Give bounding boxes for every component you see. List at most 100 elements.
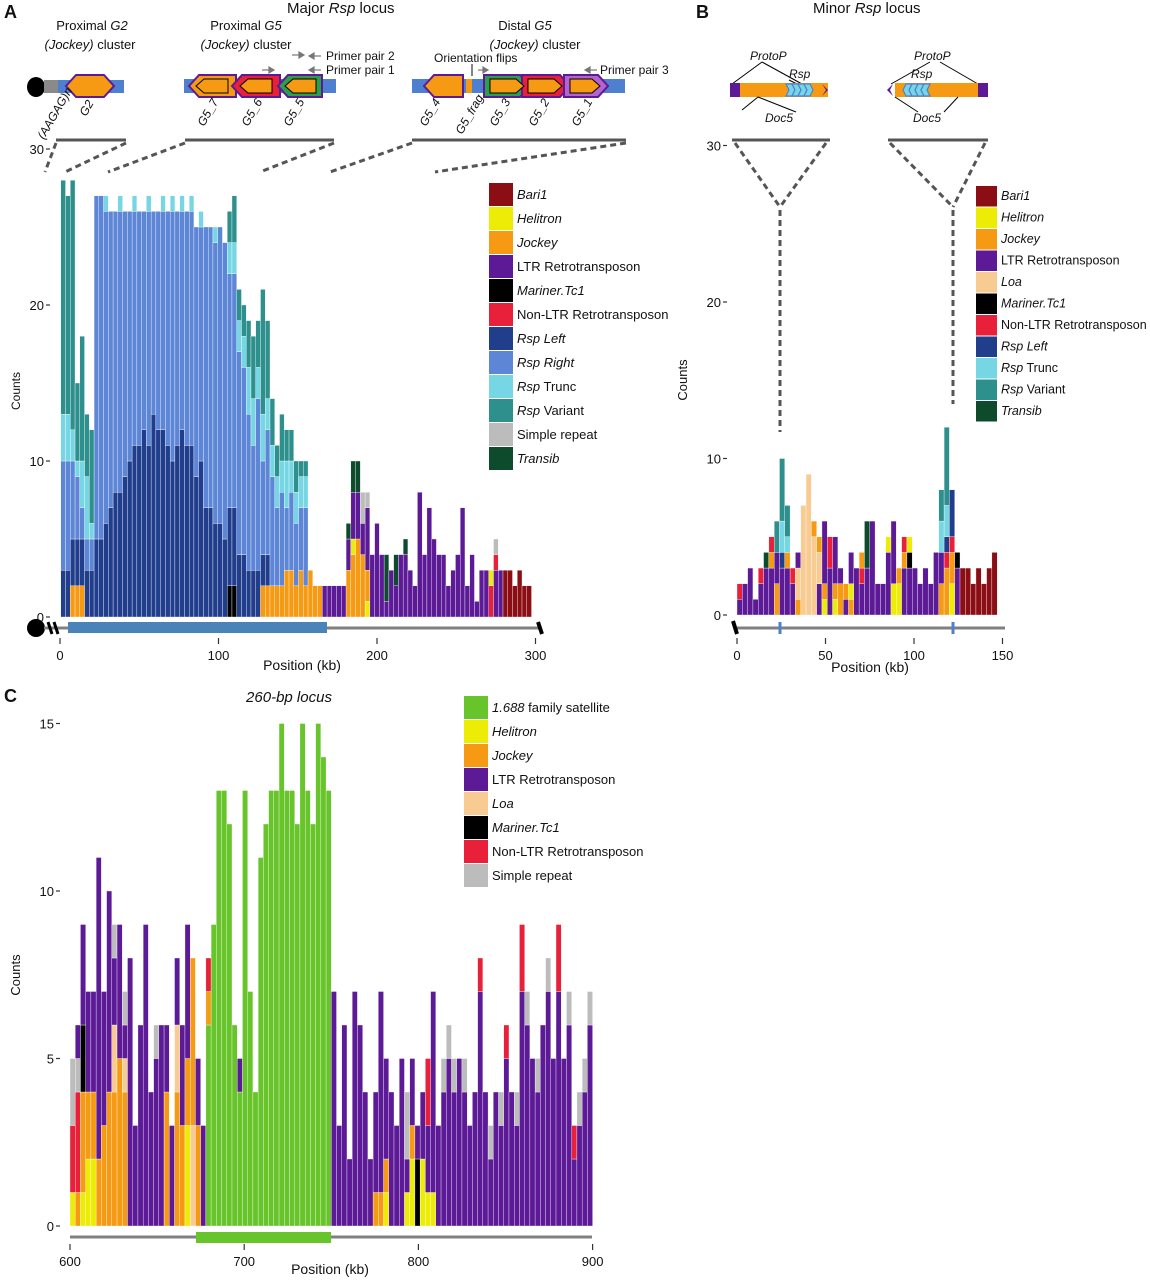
- panel-b-segment-ltr-retrotransposon: [890, 520, 897, 584]
- panel-c-segment-ltr-retrotransposon: [101, 991, 107, 1126]
- panel-a-segment-rsp-right: [160, 211, 166, 430]
- panel-c-bar: [320, 756, 327, 1227]
- panel-c-segment-non-ltr-retrotransposon: [503, 1024, 510, 1059]
- panel-c-segment-ltr-retrotransposon: [169, 1125, 175, 1227]
- panel-a-segment-ltr-retrotransposon: [388, 570, 394, 618]
- panel-c-segment-ltr-retrotransposon: [158, 1024, 165, 1227]
- panel-a-segment-rsp-variant: [236, 289, 242, 321]
- legend-label: Rsp Right: [517, 355, 575, 370]
- legend-swatch: [489, 351, 513, 374]
- minor-insert-right: ProtoP Rsp Doc5: [887, 49, 988, 125]
- panel-a-segment-rsp-left: [141, 429, 147, 618]
- panel-a-segment-jockey: [274, 585, 280, 618]
- panel-a-bar: [464, 585, 470, 618]
- panel-b-segment-ltr-retrotransposon: [843, 599, 849, 616]
- panel-c-bar: [304, 790, 311, 1227]
- panel-a-bar: [174, 211, 180, 618]
- panel-b-bar: [954, 552, 961, 616]
- cluster-g2-title: Proximal G2: [56, 18, 128, 33]
- panel-c-bar: [216, 790, 222, 1227]
- legend-label: Simple repeat: [492, 868, 573, 883]
- panel-c-bar: [341, 1024, 348, 1227]
- panel-b-bar: [906, 536, 913, 616]
- legend-item-mariner-tc1: Mariner.Tc1: [976, 293, 1066, 314]
- panel-c-segment-ltr-retrotransposon: [581, 1091, 588, 1227]
- label-g5-4: G5_4: [416, 96, 443, 129]
- panel-c-bar: [467, 1125, 473, 1227]
- panel-b-segment-transib: [864, 520, 870, 569]
- panel-c-segment-simple-repeat: [576, 1091, 583, 1126]
- panel-a-bar: [322, 585, 328, 618]
- panel-c-segment-ltr-retrotransposon: [487, 1158, 494, 1227]
- panel-a-segment-rsp-left: [227, 507, 233, 586]
- legend-swatch: [976, 401, 997, 422]
- panel-c-segment-ltr-retrotransposon: [435, 1125, 442, 1227]
- panel-a-bar: [303, 460, 309, 618]
- panel-c-ytick-label: 15: [40, 717, 54, 732]
- panel-c-bar: [325, 790, 332, 1227]
- panel-c-segment-ltr-retrotransposon: [456, 1058, 463, 1227]
- panel-a-segment-jockey: [317, 585, 323, 618]
- panel-a-segment-rsp-left: [122, 476, 128, 618]
- panel-a-segment-rsp-variant: [250, 336, 256, 399]
- legend-label: Rsp Variant: [517, 403, 584, 418]
- panel-a-segment-jockey: [79, 585, 85, 618]
- panel-c-segment-ltr-retrotransposon: [122, 1024, 128, 1059]
- panel-a-bar: [255, 320, 261, 618]
- panel-c-bar: [101, 991, 107, 1227]
- panel-b-bar: [938, 489, 945, 616]
- panel-c-bar: [472, 1091, 478, 1227]
- panel-c-bar: [184, 924, 191, 1227]
- panel-a-segment-jockey: [293, 585, 299, 618]
- panel-b-segment-loa: [800, 505, 807, 616]
- panel-b-bar: [965, 567, 971, 616]
- panel-b-segment-ltr-retrotransposon: [938, 552, 945, 584]
- panel-c-segment-jockey: [409, 1125, 416, 1160]
- panel-c-segment-simple-repeat: [75, 1058, 81, 1093]
- legend-swatch: [489, 327, 513, 350]
- panel-b-xtick-label: 150: [992, 648, 1014, 663]
- panel-b-segment-ltr-retrotransposon: [832, 536, 839, 584]
- label-g5-frag: G5_frag: [452, 92, 486, 137]
- panel-a-segment-rsp-right: [89, 538, 95, 571]
- panel-a-bar: [526, 585, 532, 618]
- panel-a-bar: [312, 585, 318, 618]
- panel-c-segment-helitron: [404, 1192, 410, 1227]
- panel-a-segment-rsp-left: [131, 445, 138, 618]
- panel-a-bar: [307, 570, 313, 618]
- legend-swatch: [489, 255, 513, 278]
- legend-swatch: [976, 186, 997, 207]
- panel-a-bar: [502, 570, 508, 618]
- panel-a-segment-ltr-retrotransposon: [350, 492, 356, 540]
- panel-c-segment-simple-repeat: [545, 957, 551, 992]
- panel-c-segment-1-688-family-satellite: [325, 790, 332, 1227]
- panel-c-segment-jockey: [179, 1125, 186, 1227]
- panel-c-segment-jockey: [195, 1125, 201, 1227]
- panel-c-segment-jockey: [85, 1091, 92, 1160]
- panel-b-segment-ltr-retrotransposon: [880, 583, 886, 616]
- panel-a-segment-rsp-variant: [246, 320, 252, 368]
- panel-b-segment-ltr-retrotransposon: [758, 583, 764, 616]
- panel-c-bar: [393, 1125, 400, 1227]
- panel-c-segment-jockey: [163, 1091, 170, 1227]
- panel-a-segment-rsp-right: [108, 211, 114, 508]
- panel-a-segment-rsp-trunc: [255, 367, 261, 399]
- panel-c-bar: [153, 1024, 160, 1227]
- panel-a-segment-ltr-retrotransposon: [374, 523, 380, 618]
- panel-b-segment-rsp-trunc: [784, 536, 791, 553]
- panel-a-bar: [84, 414, 90, 618]
- panel-b-segment-ltr-retrotransposon: [752, 599, 759, 616]
- panel-b-segment-jockey: [837, 583, 844, 616]
- panel-a-segment-ltr-retrotransposon: [479, 570, 485, 618]
- panel-c-segment-helitron: [425, 1192, 431, 1227]
- panel-c-segment-ltr-retrotransposon: [514, 1125, 520, 1227]
- panel-a-segment-rsp-trunc: [103, 195, 109, 212]
- panel-a-bar: [279, 414, 285, 618]
- panel-c-segment-1-688-family-satellite: [289, 790, 295, 1227]
- legend-item-mariner-tc1: Mariner.Tc1: [464, 816, 560, 839]
- panel-a-segment-rsp-trunc: [265, 398, 271, 430]
- panel-a-segment-rsp-variant: [227, 211, 233, 243]
- panel-a-segment-rsp-variant: [293, 460, 299, 493]
- panel-a-bar: [383, 554, 390, 618]
- panel-b-segment-ltr-retrotransposon: [795, 552, 801, 569]
